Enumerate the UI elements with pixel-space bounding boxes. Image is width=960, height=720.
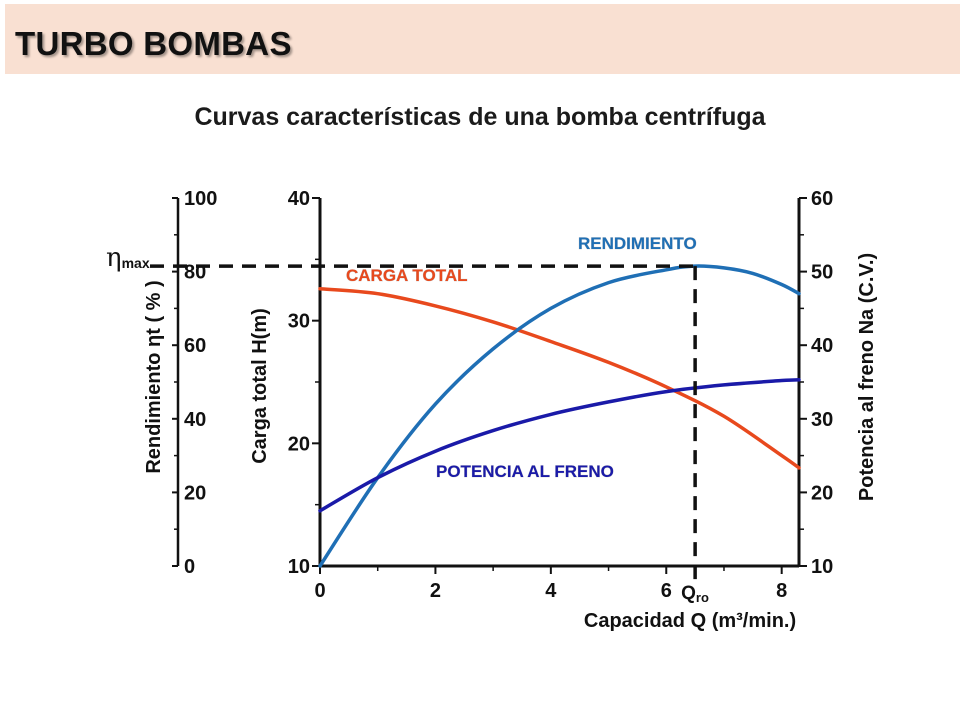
- x-tick-label: 2: [430, 580, 441, 602]
- head-tick-label: 40: [288, 188, 310, 210]
- rendimiento-curve: [318, 264, 801, 568]
- efficiency-tick-label: 40: [184, 409, 206, 431]
- x-axis-title: Capacidad Q (m³/min.): [584, 610, 796, 632]
- efficiency-tick-label: 20: [184, 482, 206, 504]
- x-tick-label: 4: [545, 580, 557, 602]
- efficiency-tick-label: 0: [184, 556, 195, 578]
- x-tick-label: 0: [314, 580, 325, 602]
- efficiency-tick-label: 60: [184, 335, 206, 357]
- eta-max-label: ηmax: [106, 243, 150, 273]
- carga-total-label: CARGA TOTAL: [346, 266, 468, 285]
- power-axis-title: Potencia al freno Na (C.V.): [856, 253, 878, 501]
- q-symbol: Q: [681, 583, 696, 604]
- efficiency-tick-label: 100: [184, 188, 217, 210]
- q-subscript: ro: [696, 590, 709, 605]
- power-tick-label: 30: [811, 409, 833, 431]
- power-tick-label: 20: [811, 482, 833, 504]
- head-axis-title: Carga total H(m): [249, 308, 271, 464]
- power-tick-label: 60: [811, 188, 833, 210]
- rendimiento-label: RENDIMIENTO: [578, 234, 697, 253]
- efficiency-tick-label: 80: [184, 262, 206, 284]
- carga-total-curve: [318, 287, 801, 470]
- x-tick-label: 6: [661, 580, 672, 602]
- q-ro-label: Qro: [681, 583, 709, 605]
- power-tick-label: 10: [811, 556, 833, 578]
- eta-symbol: η: [106, 243, 122, 273]
- head-tick-label: 30: [288, 311, 310, 333]
- efficiency-axis-title: Rendimiento ηt ( % ): [143, 280, 165, 473]
- slide-header: TURBO BOMBAS: [5, 4, 960, 74]
- power-tick-label: 40: [811, 335, 833, 357]
- head-tick-label: 10: [288, 556, 310, 578]
- eta-subscript: max: [122, 255, 150, 271]
- slide-title: TURBO BOMBAS: [15, 25, 292, 62]
- chart-subtitle: Curvas características de una bomba cent…: [194, 103, 766, 131]
- power-tick-label: 50: [811, 262, 833, 284]
- head-tick-label: 20: [288, 433, 310, 455]
- potencia-freno-label: POTENCIA AL FRENO: [436, 462, 614, 481]
- x-tick-label: 8: [776, 580, 787, 602]
- potencia-freno-curve: [318, 378, 801, 513]
